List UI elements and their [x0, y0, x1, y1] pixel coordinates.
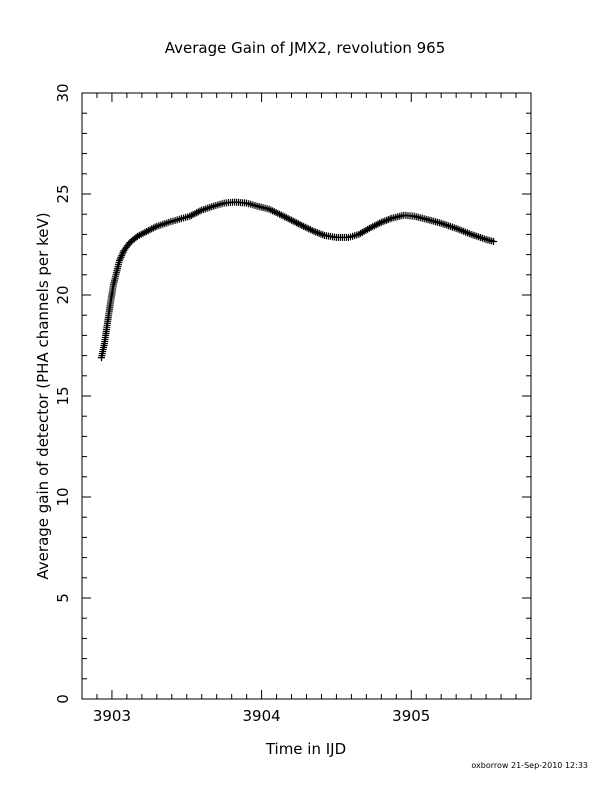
y-tick-label: 20 [54, 285, 72, 304]
y-tick-label: 10 [54, 487, 72, 506]
axis-ticks [81, 92, 532, 700]
data-point [374, 220, 382, 228]
data-point [288, 216, 296, 224]
data-point [149, 224, 157, 232]
data-point [376, 219, 384, 227]
data-point [141, 228, 149, 236]
data-point [369, 223, 377, 231]
data-point [118, 252, 126, 260]
data-point [144, 227, 152, 235]
data-markers [97, 198, 498, 362]
y-tick-label: 0 [54, 694, 72, 704]
data-point [284, 215, 292, 223]
data-point [367, 223, 375, 231]
data-point [189, 210, 197, 218]
y-tick-label: 30 [54, 83, 72, 102]
data-point [116, 255, 124, 263]
data-point [146, 226, 154, 234]
data-point [289, 217, 297, 225]
data-point [187, 211, 195, 219]
data-point [296, 221, 304, 229]
data-point [151, 223, 159, 231]
y-tick-label: 5 [54, 593, 72, 603]
data-point [143, 228, 151, 236]
x-tick-label: 3903 [93, 707, 131, 725]
footer-credit: oxborrow 21-Sep-2010 12:33 [471, 761, 588, 770]
data-point [370, 222, 378, 230]
data-point [294, 220, 302, 228]
x-tick-label: 3904 [243, 707, 281, 725]
data-point [293, 219, 301, 227]
data-point [118, 250, 126, 258]
chart-title: Average Gain of JMX2, revolution 965 [165, 39, 446, 57]
data-point [186, 212, 194, 220]
data-point [286, 215, 294, 223]
data-point [490, 237, 498, 245]
y-axis-label: Average gain of detector (PHA channels p… [34, 212, 52, 579]
y-tick-label: 25 [54, 184, 72, 203]
data-point [276, 210, 284, 218]
y-tick-label: 15 [54, 386, 72, 405]
data-point [298, 221, 306, 229]
data-point [372, 221, 380, 229]
data-point [196, 207, 204, 215]
data-point [191, 210, 199, 218]
tick-labels: 0 5 10 15 20 25 30 3903 3904 3905 [54, 83, 430, 725]
data-point [281, 213, 289, 221]
data-point [148, 225, 156, 233]
data-point [194, 208, 202, 216]
plot-frame [81, 92, 532, 700]
x-axis-label: Time in IJD [265, 740, 346, 758]
data-point [117, 253, 125, 261]
x-tick-label: 3905 [392, 707, 430, 725]
data-point [279, 212, 287, 220]
data-point [282, 214, 290, 222]
data-point [365, 224, 373, 232]
data-point [193, 209, 201, 217]
data-point [291, 218, 299, 226]
data-point [277, 211, 285, 219]
data-point [115, 257, 123, 265]
